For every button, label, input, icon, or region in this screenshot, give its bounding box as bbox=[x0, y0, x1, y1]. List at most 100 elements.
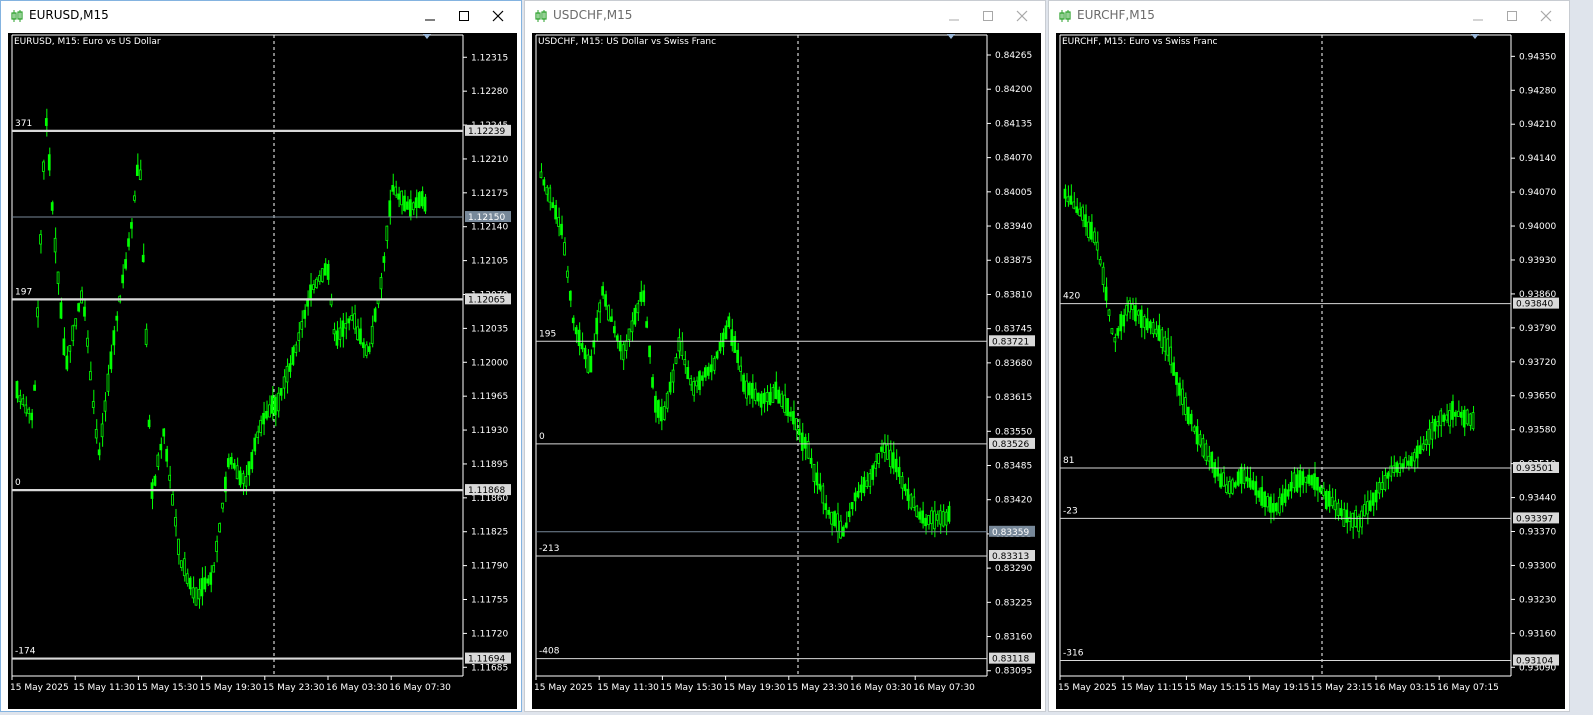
candle-body bbox=[665, 392, 669, 409]
window-titlebar[interactable]: EURCHF,M15 bbox=[1049, 1, 1569, 31]
chart-canvas[interactable]: EURCHF, M15: Euro vs Swiss Franc 0.94350 0… bbox=[1056, 33, 1565, 709]
chart-window-eurusd[interactable]: EURUSD,M15 EURUSD, M15: Euro vs US Dolla… bbox=[0, 0, 522, 712]
maximize-button[interactable] bbox=[1495, 1, 1529, 31]
y-tick-label: 0.84200 bbox=[995, 85, 1032, 95]
candle-body bbox=[47, 154, 51, 171]
candle-body bbox=[753, 388, 757, 401]
price-chart[interactable]: USDCHF, M15: US Dollar vs Swiss Franc 0.8… bbox=[532, 33, 1041, 709]
candle-body bbox=[191, 587, 195, 599]
candle-body bbox=[636, 303, 640, 314]
price-chart[interactable]: EURUSD, M15: Euro vs US Dollar 1.12315 1.1… bbox=[8, 33, 517, 709]
minimize-button[interactable] bbox=[413, 1, 447, 31]
candle-body bbox=[721, 332, 725, 348]
candle-body bbox=[282, 376, 286, 389]
candle-body bbox=[1412, 452, 1416, 462]
candle-body bbox=[912, 496, 916, 508]
close-button[interactable] bbox=[1005, 1, 1039, 31]
candle-body bbox=[1098, 259, 1102, 265]
candle-body bbox=[1075, 206, 1079, 213]
chart-window-usdchf[interactable]: USDCHF,M15 USDCHF, M15: US Dollar vs Swi… bbox=[524, 0, 1046, 712]
chart-canvas[interactable]: USDCHF, M15: US Dollar vs Swiss Franc 0.8… bbox=[532, 33, 1041, 709]
chart-window-eurchf[interactable]: EURCHF,M15 EURCHF, M15: Euro vs Swiss Fr… bbox=[1048, 0, 1570, 712]
level-label: -23 bbox=[1063, 506, 1078, 516]
y-tick-label: 1.11860 bbox=[471, 494, 508, 504]
level-label: 420 bbox=[1063, 292, 1080, 302]
y-tick-label: 0.84070 bbox=[995, 154, 1032, 164]
candle-body bbox=[853, 492, 857, 502]
candle-body bbox=[1365, 501, 1369, 515]
candle-body bbox=[100, 423, 104, 438]
candle-body bbox=[188, 577, 192, 590]
close-button[interactable] bbox=[1529, 1, 1563, 31]
y-tick-label: 0.93860 bbox=[1519, 290, 1556, 300]
maximize-button[interactable] bbox=[971, 1, 1005, 31]
candle-body bbox=[65, 355, 69, 370]
minimize-button[interactable] bbox=[937, 1, 971, 31]
candle-body bbox=[268, 404, 271, 418]
candle-body bbox=[877, 453, 880, 464]
level-label: 195 bbox=[539, 329, 556, 339]
candle-body bbox=[771, 387, 775, 403]
candle-body bbox=[662, 406, 666, 420]
candle-body bbox=[739, 365, 742, 372]
candle-body bbox=[586, 354, 590, 373]
candle-body bbox=[1272, 503, 1275, 513]
candle-body bbox=[742, 374, 745, 392]
y-tick-label: 1.11720 bbox=[471, 629, 508, 639]
candle-body bbox=[182, 558, 186, 577]
candle-body bbox=[133, 195, 136, 201]
close-icon bbox=[1540, 10, 1552, 22]
candle-body bbox=[1066, 196, 1070, 203]
y-tick-label: 0.93160 bbox=[1519, 629, 1556, 639]
candle-body bbox=[930, 510, 933, 525]
candle-body bbox=[1310, 475, 1313, 486]
candle-body bbox=[1307, 474, 1311, 484]
maximize-button[interactable] bbox=[447, 1, 481, 31]
candle-body bbox=[356, 326, 359, 341]
candle-body bbox=[554, 205, 558, 220]
shift-marker-icon bbox=[1471, 34, 1479, 39]
candle-body bbox=[1131, 303, 1134, 310]
candle-body bbox=[1377, 482, 1381, 494]
candle-body bbox=[1125, 304, 1128, 316]
x-tick-label: 15 May 11:30 bbox=[597, 683, 659, 693]
candle-body bbox=[642, 290, 646, 303]
candle-body bbox=[589, 355, 593, 373]
chart-canvas[interactable]: EURUSD, M15: Euro vs US Dollar 1.12315 1.1… bbox=[8, 33, 517, 709]
candle-body bbox=[1092, 231, 1096, 244]
candle-body bbox=[1169, 346, 1173, 366]
candle-body bbox=[698, 371, 701, 390]
candle-body bbox=[379, 277, 383, 290]
y-tick-label: 1.11790 bbox=[471, 562, 508, 572]
candle-body bbox=[1471, 412, 1475, 430]
close-button[interactable] bbox=[481, 1, 515, 31]
x-tick-label: 15 May 23:15 bbox=[1311, 683, 1373, 693]
level-price-tag bbox=[989, 550, 1035, 562]
candle-body bbox=[627, 328, 631, 341]
candle-body bbox=[677, 337, 681, 352]
candle-body bbox=[545, 186, 549, 195]
y-tick-label: 1.11895 bbox=[471, 460, 508, 470]
candle-body bbox=[88, 371, 92, 381]
candle-body bbox=[364, 344, 368, 356]
level-label: -174 bbox=[15, 647, 36, 657]
bid-price-label: 1.12150 bbox=[468, 213, 505, 223]
candle-body bbox=[601, 286, 604, 296]
y-tick-label: 1.11930 bbox=[471, 426, 508, 436]
candle-body bbox=[1151, 322, 1155, 335]
y-tick-label: 0.84005 bbox=[995, 188, 1032, 198]
price-chart[interactable]: EURCHF, M15: Euro vs Swiss Franc 0.94350 0… bbox=[1056, 33, 1565, 709]
candle-body bbox=[774, 381, 778, 399]
candle-body bbox=[194, 587, 198, 606]
candle-body bbox=[1371, 492, 1375, 506]
candle-body bbox=[1360, 510, 1363, 528]
candle-body bbox=[680, 341, 684, 356]
candle-body bbox=[833, 511, 836, 526]
window-titlebar[interactable]: USDCHF,M15 bbox=[525, 1, 1045, 31]
candle-body bbox=[850, 501, 854, 510]
candle-body bbox=[80, 290, 83, 304]
candle-body bbox=[1198, 434, 1202, 446]
window-titlebar[interactable]: EURUSD,M15 bbox=[1, 1, 521, 31]
candle-body bbox=[359, 328, 362, 345]
minimize-button[interactable] bbox=[1461, 1, 1495, 31]
